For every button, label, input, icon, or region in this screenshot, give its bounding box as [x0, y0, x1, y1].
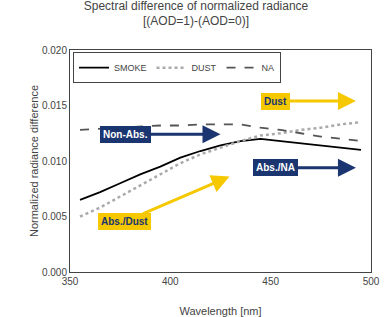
svg-text:0.010: 0.010 — [42, 156, 67, 167]
svg-text:Normalized radiance difference: Normalized radiance difference — [28, 85, 40, 237]
svg-text:0.005: 0.005 — [42, 211, 67, 222]
svg-text:Non-Abs.: Non-Abs. — [103, 129, 148, 140]
svg-text:Abs./NA: Abs./NA — [256, 162, 295, 173]
svg-text:Dust: Dust — [264, 96, 287, 107]
svg-text:Abs./Dust: Abs./Dust — [101, 216, 148, 227]
svg-text:DUST: DUST — [192, 63, 217, 73]
svg-text:0.020: 0.020 — [42, 45, 67, 56]
svg-text:0.000: 0.000 — [42, 267, 67, 278]
svg-text:Wavelength [nm]: Wavelength [nm] — [179, 305, 261, 317]
svg-text:350: 350 — [62, 276, 79, 287]
svg-text:400: 400 — [162, 276, 179, 287]
svg-text:500: 500 — [363, 276, 380, 287]
svg-text:NA: NA — [262, 63, 275, 73]
svg-text:0.015: 0.015 — [42, 100, 67, 111]
svg-text:Spectral difference of normali: Spectral difference of normalized radian… — [84, 0, 309, 28]
svg-text:450: 450 — [262, 276, 279, 287]
svg-text:SMOKE: SMOKE — [114, 63, 147, 73]
